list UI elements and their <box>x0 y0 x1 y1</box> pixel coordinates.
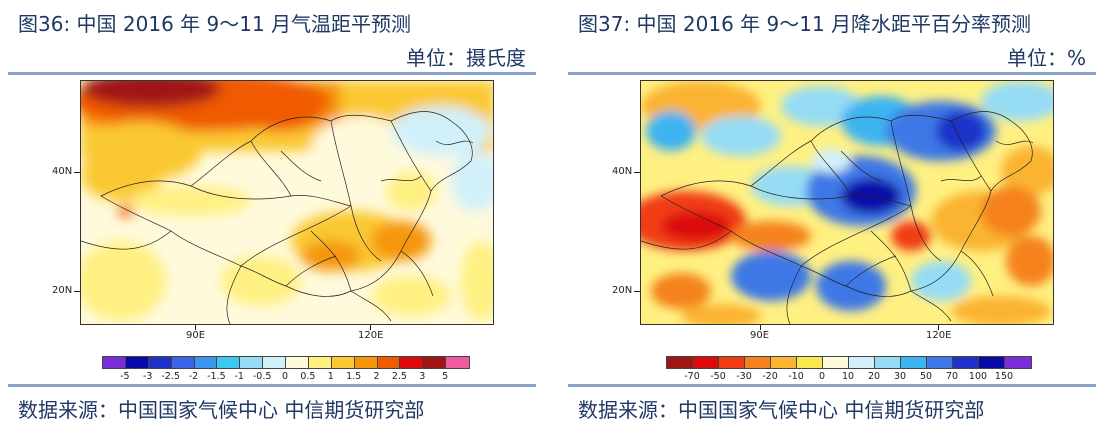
colorbar-swatch <box>745 357 771 368</box>
figure-title: 图37: 中国 2016 年 9～11 月降水距平百分率预测 <box>578 12 1032 36</box>
colorbar-label: -70 <box>684 371 700 382</box>
y-tick <box>634 291 640 292</box>
colorbar <box>102 356 470 369</box>
colorbar-swatch <box>148 357 172 368</box>
y-tick <box>74 291 80 292</box>
y-tick-label: 40N <box>52 166 73 177</box>
colorbar-label: 0 <box>818 371 826 382</box>
temperature-anomaly-map <box>80 80 494 325</box>
colorbar-swatch <box>797 357 823 368</box>
colorbar-label: -30 <box>736 371 752 382</box>
colorbar-swatch <box>979 357 1005 368</box>
divider <box>568 384 1096 387</box>
temperature-anomaly-panel: 图36: 中国 2016 年 9～11 月气温距平预测 单位：摄氏度 <box>8 0 538 435</box>
colorbar-swatch <box>400 357 424 368</box>
colorbar-label: -20 <box>762 371 778 382</box>
colorbar-label: -0.5 <box>252 371 272 382</box>
colorbar-swatch <box>771 357 797 368</box>
colorbar-label: 3 <box>419 371 426 382</box>
colorbar-swatch <box>194 357 218 368</box>
colorbar-swatch <box>171 357 195 368</box>
colorbar-swatch <box>953 357 979 368</box>
x-tick <box>195 325 196 330</box>
colorbar-swatch <box>875 357 901 368</box>
colorbar-swatch <box>823 357 849 368</box>
colorbar-label: -2 <box>188 371 199 382</box>
colorbar-label: 0.5 <box>300 371 316 382</box>
y-tick-label: 20N <box>612 285 633 296</box>
colorbar-swatch <box>377 357 401 368</box>
y-tick <box>634 172 640 173</box>
colorbar-label: -50 <box>710 371 726 382</box>
colorbar-swatch <box>125 357 149 368</box>
source-note: 数据来源：中国国家气候中心 中信期货研究部 <box>18 398 425 422</box>
divider <box>8 72 536 75</box>
colorbar-label: 10 <box>841 371 855 382</box>
x-tick <box>938 325 939 330</box>
colorbar-label: 0 <box>281 371 289 382</box>
colorbar-swatch <box>901 357 927 368</box>
divider <box>8 384 536 387</box>
colorbar-swatch <box>217 357 241 368</box>
colorbar-label: 30 <box>893 371 907 382</box>
colorbar-swatch <box>263 357 286 368</box>
colorbar-label: 150 <box>994 371 1014 382</box>
colorbar-swatch <box>446 357 469 368</box>
colorbar-swatch <box>240 357 264 368</box>
colorbar <box>666 356 1032 369</box>
divider <box>568 72 1096 75</box>
y-tick-label: 40N <box>612 166 633 177</box>
x-tick-label: 120E <box>926 330 952 341</box>
colorbar-label: -5 <box>120 371 130 382</box>
precipitation-anomaly-map <box>640 80 1054 325</box>
x-tick <box>760 325 761 330</box>
colorbar-label: 1 <box>327 371 334 382</box>
colorbar-swatch <box>286 357 309 368</box>
colorbar-swatch <box>103 357 126 368</box>
precipitation-anomaly-panel: 图37: 中国 2016 年 9～11 月降水距平百分率预测 单位：% <box>568 0 1098 435</box>
colorbar-label: 2.5 <box>391 371 407 382</box>
colorbar-label: 100 <box>968 371 988 382</box>
x-tick-label: 120E <box>358 330 384 341</box>
unit-label: 单位：摄氏度 <box>406 46 526 70</box>
colorbar-label: -1.5 <box>207 371 226 382</box>
colorbar-label: 2 <box>373 371 380 382</box>
x-tick <box>370 325 371 330</box>
x-tick-label: 90E <box>186 330 206 341</box>
colorbar-labels: -5 -3 -2.5 -2 -1.5 -1 -0.5 0 0.5 1 1.5 2 2.5 3 5 <box>102 371 470 383</box>
colorbar-swatch <box>667 357 693 368</box>
colorbar-swatch <box>308 357 332 368</box>
colorbar-swatch <box>331 357 355 368</box>
unit-label: 单位：% <box>1006 46 1086 70</box>
colorbar-label: -3 <box>143 371 153 382</box>
colorbar-label: -2.5 <box>161 371 180 382</box>
colorbar-label: -1 <box>234 371 244 382</box>
figure-title: 图36: 中国 2016 年 9～11 月气温距平预测 <box>18 12 412 36</box>
y-tick-label: 20N <box>52 285 73 296</box>
colorbar-labels: -70 -50 -30 -20 -10 0 10 20 30 50 70 100 150 <box>666 371 1032 383</box>
colorbar-swatch <box>354 357 378 368</box>
y-tick <box>74 172 80 173</box>
colorbar-label: 70 <box>945 371 959 382</box>
colorbar-label: -10 <box>788 371 804 382</box>
colorbar-swatch <box>719 357 745 368</box>
colorbar-label: 1.5 <box>346 371 362 382</box>
colorbar-label: 20 <box>867 371 881 382</box>
colorbar-label: 50 <box>919 371 933 382</box>
colorbar-swatch <box>1005 357 1031 368</box>
colorbar-swatch <box>849 357 875 368</box>
colorbar-swatch <box>927 357 953 368</box>
colorbar-label: 5 <box>442 371 449 382</box>
colorbar-swatch <box>693 357 719 368</box>
colorbar-swatch <box>423 357 447 368</box>
source-note: 数据来源：中国国家气候中心 中信期货研究部 <box>578 398 985 422</box>
x-tick-label: 90E <box>750 330 770 341</box>
